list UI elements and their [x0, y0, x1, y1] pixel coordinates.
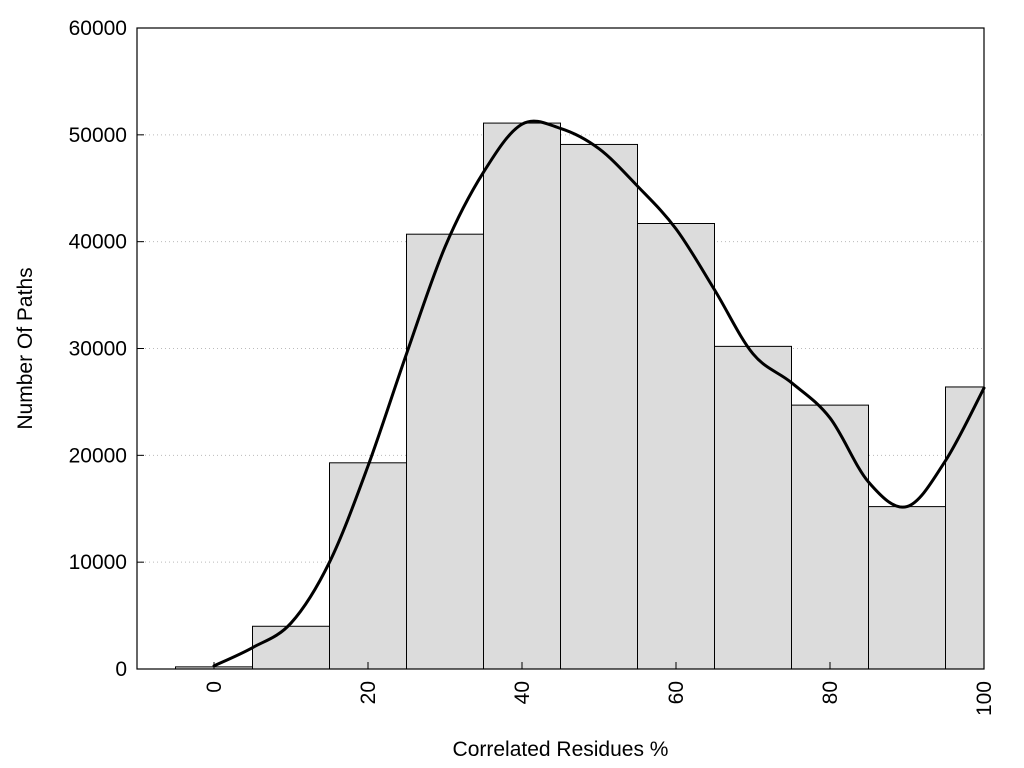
x-tick-label: 100: [973, 681, 996, 716]
x-axis-ticks: 0 20 40 60 80 100: [203, 662, 996, 716]
x-tick-label: 60: [665, 681, 688, 704]
histogram-bar: [791, 404, 869, 670]
y-tick-label: 0: [115, 658, 127, 681]
y-axis-ticks: 0 10000 20000 30000 40000 50000 60000: [69, 17, 144, 681]
y-axis-label: Number Of Paths: [14, 267, 37, 429]
histogram-bar: [406, 233, 484, 670]
x-tick-label: 20: [357, 681, 380, 704]
y-tick-label: 20000: [69, 444, 127, 467]
y-tick-label: 40000: [69, 231, 127, 254]
histogram-bar: [560, 143, 638, 670]
histogram-bar: [483, 122, 561, 670]
y-tick-label: 10000: [69, 551, 127, 574]
histogram-bar: [329, 462, 407, 670]
y-tick-label: 30000: [69, 338, 127, 361]
x-axis-label: Correlated Residues %: [453, 738, 669, 761]
histogram-bar: [252, 625, 330, 670]
y-tick-label: 60000: [69, 17, 127, 40]
smooth-curve-layer: [212, 119, 986, 668]
y-tick-label: 50000: [69, 124, 127, 147]
histogram-bar: [714, 345, 792, 670]
x-tick-label: 80: [819, 681, 842, 704]
histogram-bar: [868, 506, 946, 670]
histogram-bar: [637, 223, 715, 670]
smooth-curve: [212, 119, 986, 668]
x-tick-label: 0: [203, 681, 226, 693]
x-tick-label: 40: [511, 681, 534, 704]
histogram-bars: [175, 122, 985, 670]
